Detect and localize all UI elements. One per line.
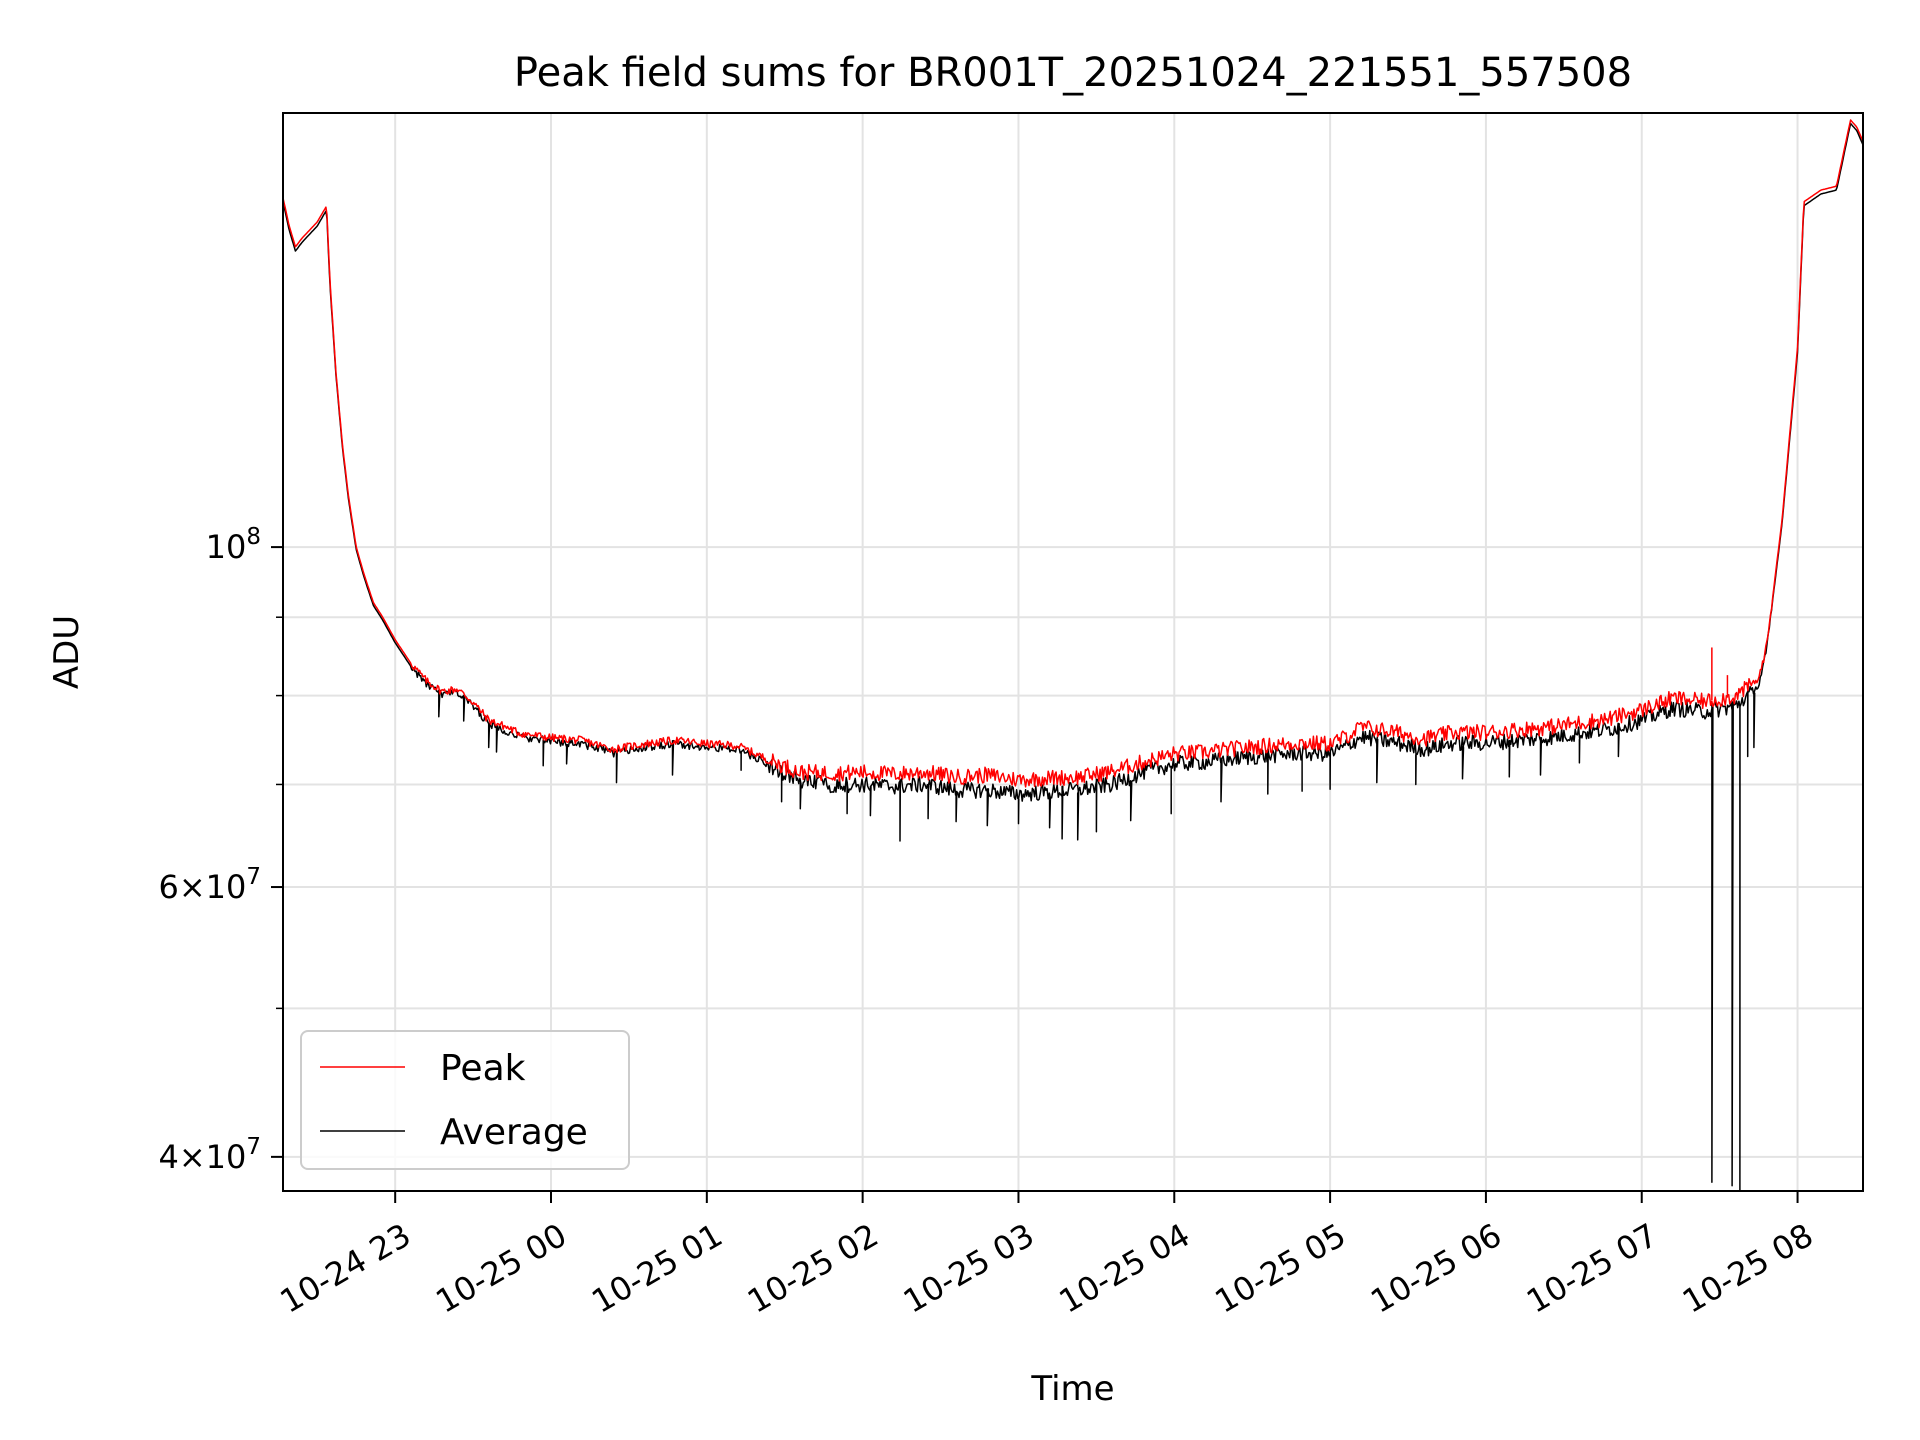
- y-tick-label: 6×107: [158, 864, 261, 906]
- series-line-average: [283, 122, 1863, 1191]
- series-layer: [283, 119, 1863, 1191]
- plot-frame: [282, 112, 1864, 1192]
- x-axis-label: Time: [1030, 1369, 1114, 1409]
- y-axis-ticks: 4×107 6×107 108: [158, 524, 283, 1176]
- y-tick-label: 108: [206, 524, 261, 566]
- legend-box: [300, 1030, 630, 1170]
- series-line-peak: [283, 119, 1863, 788]
- y-axis-label: ADU: [47, 615, 87, 689]
- legend: Peak Average: [300, 1030, 630, 1170]
- legend-label-average: Average: [440, 1112, 588, 1153]
- y-tick-label: 4×107: [158, 1134, 261, 1176]
- grid: [283, 113, 1863, 1191]
- legend-label-peak: Peak: [440, 1048, 526, 1089]
- chart-title: Peak field sums for BR001T_20251024_2215…: [514, 50, 1632, 96]
